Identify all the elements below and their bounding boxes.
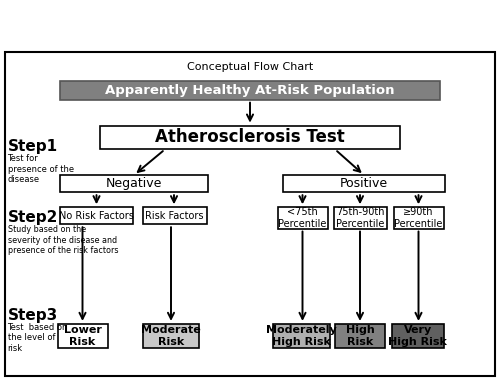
Bar bbox=[272, 324, 330, 348]
Bar bbox=[334, 207, 387, 229]
Text: Moderately
High Risk: Moderately High Risk bbox=[266, 325, 336, 347]
Bar bbox=[142, 207, 206, 224]
Bar bbox=[394, 207, 444, 229]
Text: Test for
presence of the
disease: Test for presence of the disease bbox=[8, 154, 74, 184]
Bar bbox=[60, 81, 440, 100]
Bar bbox=[60, 207, 132, 224]
Bar bbox=[282, 175, 445, 192]
Bar bbox=[142, 324, 199, 348]
Text: Study based on the
severity of the disease and
presence of the risk factors: Study based on the severity of the disea… bbox=[8, 226, 118, 255]
Text: Toward the National   Screening for Heart Attack Prevention and Education (SHAPE: Toward the National Screening for Heart … bbox=[55, 34, 445, 43]
Bar bbox=[60, 175, 208, 192]
Bar bbox=[58, 324, 108, 348]
Text: Moderate
Risk: Moderate Risk bbox=[141, 325, 201, 347]
Text: No Risk Factors: No Risk Factors bbox=[59, 211, 134, 221]
Text: <75th
Percentile: <75th Percentile bbox=[278, 207, 326, 229]
Bar bbox=[392, 324, 444, 348]
Bar bbox=[278, 207, 328, 229]
Text: Step2: Step2 bbox=[8, 210, 58, 226]
Text: Step1: Step1 bbox=[8, 139, 58, 154]
Text: The 1st SHAPE Guideline: The 1st SHAPE Guideline bbox=[124, 11, 376, 29]
Bar bbox=[335, 324, 385, 348]
Text: Risk Factors: Risk Factors bbox=[145, 211, 204, 221]
Text: Atherosclerosis Test: Atherosclerosis Test bbox=[155, 128, 345, 146]
Text: Positive: Positive bbox=[340, 177, 388, 190]
Text: ≥90th
Percentile: ≥90th Percentile bbox=[394, 207, 442, 229]
Text: Negative: Negative bbox=[106, 177, 162, 190]
Text: Very
High Risk: Very High Risk bbox=[388, 325, 447, 347]
Text: Apparently Healthy At-Risk Population: Apparently Healthy At-Risk Population bbox=[105, 84, 395, 97]
Text: High
Risk: High Risk bbox=[346, 325, 374, 347]
Bar bbox=[100, 125, 400, 149]
Text: Step3: Step3 bbox=[8, 308, 58, 323]
Text: Lower
Risk: Lower Risk bbox=[64, 325, 102, 347]
Text: Conceptual Flow Chart: Conceptual Flow Chart bbox=[187, 62, 313, 72]
Text: Test  based on
the level of
risk: Test based on the level of risk bbox=[8, 323, 68, 352]
Text: 75th-90th
Percentile: 75th-90th Percentile bbox=[336, 207, 384, 229]
